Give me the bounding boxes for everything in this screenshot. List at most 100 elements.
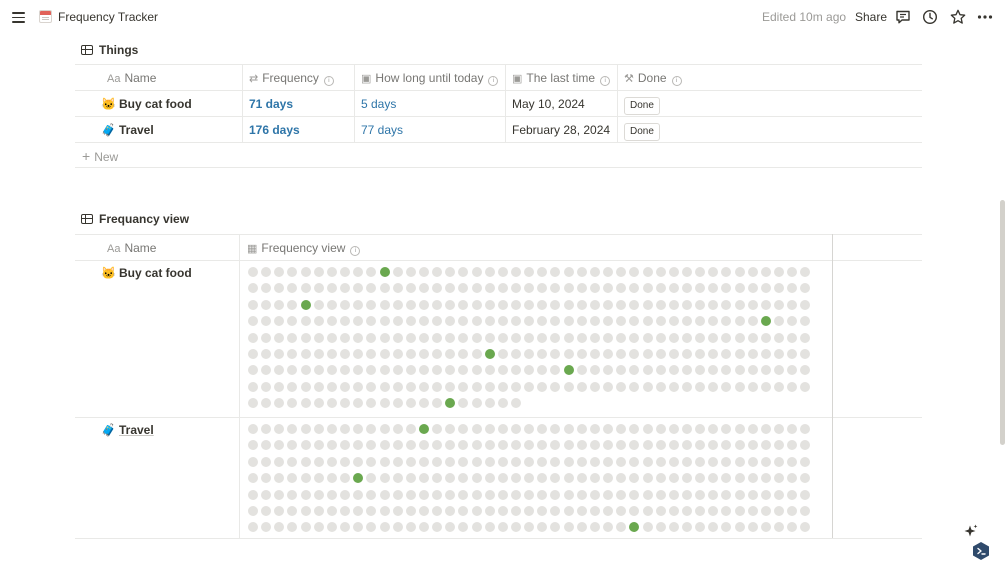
frequency-dot xyxy=(511,398,521,409)
frequency-dot xyxy=(340,424,351,434)
table-row-name[interactable]: 🧳 Travel xyxy=(101,417,154,443)
frequency-dot xyxy=(787,316,798,327)
frequency-dot xyxy=(774,381,784,392)
frequency-dot xyxy=(340,299,351,310)
scrollbar[interactable] xyxy=(1000,200,1005,445)
column-header-frequency[interactable]: ⇄ Frequency i xyxy=(249,65,334,91)
frequency-dot xyxy=(668,456,679,467)
frequency-dot xyxy=(432,365,443,376)
frequency-dot xyxy=(340,506,351,516)
formula-property-icon: ⇄ xyxy=(249,73,259,85)
things-database-title[interactable]: Things xyxy=(81,43,138,57)
frequency-dot xyxy=(484,316,495,327)
frequency-dot xyxy=(432,349,443,359)
frequency-dot xyxy=(616,473,627,484)
frequency-dot xyxy=(747,365,758,376)
frequency-dot xyxy=(537,365,548,376)
more-dots-icon[interactable] xyxy=(976,8,994,26)
frequency-dot xyxy=(274,489,285,500)
new-row-button[interactable]: + New xyxy=(82,148,119,164)
frequency-dot xyxy=(484,398,495,409)
done-button[interactable]: Done xyxy=(624,97,660,115)
frequency-dot xyxy=(734,456,745,467)
frequency-dot xyxy=(392,440,403,451)
frequency-dot xyxy=(287,506,298,516)
column-header-name[interactable]: Aa Name xyxy=(107,71,157,85)
frequency-dot xyxy=(695,283,706,294)
frequency-dot xyxy=(774,489,784,500)
frequency-dot xyxy=(392,299,403,310)
column-header-last-time[interactable]: ▣ The last time i xyxy=(512,65,611,91)
frequency-dot xyxy=(432,283,443,294)
frequency-dot xyxy=(432,381,443,392)
frequency-dot xyxy=(734,473,745,484)
frequency-dot xyxy=(734,299,745,310)
calendar-page-icon[interactable] xyxy=(39,10,52,23)
frequency-dot xyxy=(787,440,798,451)
button-property-icon: ⚒ xyxy=(624,73,634,85)
frequency-dot xyxy=(392,381,403,392)
table-row-name[interactable]: 🐱 Buy cat food xyxy=(101,91,192,117)
share-button[interactable]: Share xyxy=(855,10,888,24)
column-header-name[interactable]: Aa Name xyxy=(107,241,157,255)
frequency-dot xyxy=(721,506,732,516)
info-icon[interactable]: i xyxy=(671,76,682,86)
frequency-dot xyxy=(300,332,311,343)
favorite-star-icon[interactable] xyxy=(949,8,967,26)
frequency-view-database-title[interactable]: Frequancy view xyxy=(81,212,189,226)
column-header-frequency-view[interactable]: ▦ Frequency view i xyxy=(247,235,361,261)
frequency-dot xyxy=(734,424,745,434)
frequency-dot xyxy=(445,349,456,359)
info-icon[interactable]: i xyxy=(323,76,334,86)
column-header-until-today[interactable]: ▣ How long until today i xyxy=(361,65,499,91)
divider xyxy=(75,64,922,65)
info-icon[interactable]: i xyxy=(600,76,611,86)
frequency-dot xyxy=(550,473,561,484)
frequency-dot xyxy=(484,381,495,392)
frequency-dot xyxy=(616,424,627,434)
table-row-name[interactable]: 🐱 Buy cat food xyxy=(101,260,192,286)
frequency-dot xyxy=(576,365,587,376)
frequency-dot xyxy=(760,506,771,516)
menu-icon[interactable] xyxy=(10,8,28,26)
frequency-dot xyxy=(800,316,811,327)
column-header-done[interactable]: ⚒ Done i xyxy=(624,65,682,91)
frequency-dot xyxy=(655,299,666,310)
frequency-dot xyxy=(261,267,272,277)
page-title[interactable]: Frequency Tracker xyxy=(58,10,159,24)
done-button[interactable]: Done xyxy=(624,123,660,141)
frequency-dot xyxy=(787,349,798,359)
frequency-dot xyxy=(313,381,324,392)
frequency-dot xyxy=(379,489,390,500)
frequency-dot xyxy=(774,440,784,451)
frequency-dot xyxy=(760,381,771,392)
frequency-dot xyxy=(405,489,416,500)
frequency-dot xyxy=(537,267,548,277)
frequency-dot xyxy=(313,316,324,327)
info-icon[interactable]: i xyxy=(350,246,361,256)
assistant-logo-icon[interactable] xyxy=(970,540,992,562)
frequency-dot xyxy=(668,522,679,533)
info-icon[interactable]: i xyxy=(488,76,499,86)
frequency-dot xyxy=(313,332,324,343)
history-clock-icon[interactable] xyxy=(921,8,939,26)
frequency-dot xyxy=(484,424,495,434)
frequency-dot xyxy=(734,506,745,516)
table-row-name[interactable]: 🧳 Travel xyxy=(101,117,154,143)
frequency-dot xyxy=(603,440,614,451)
frequency-dot xyxy=(524,316,535,327)
rollup-property-icon: ▣ xyxy=(512,73,523,85)
frequency-dot xyxy=(747,489,758,500)
comment-icon[interactable] xyxy=(894,8,912,26)
frequency-dot xyxy=(550,349,561,359)
frequency-dot xyxy=(774,267,784,277)
frequency-dot xyxy=(721,381,732,392)
frequency-dot xyxy=(787,506,798,516)
frequency-dot xyxy=(747,332,758,343)
frequency-dot xyxy=(642,489,653,500)
frequency-dot xyxy=(655,365,666,376)
frequency-dot xyxy=(261,283,272,294)
frequency-dot xyxy=(511,424,521,434)
ai-sparkle-icon[interactable] xyxy=(959,521,981,543)
frequency-dot xyxy=(734,349,745,359)
